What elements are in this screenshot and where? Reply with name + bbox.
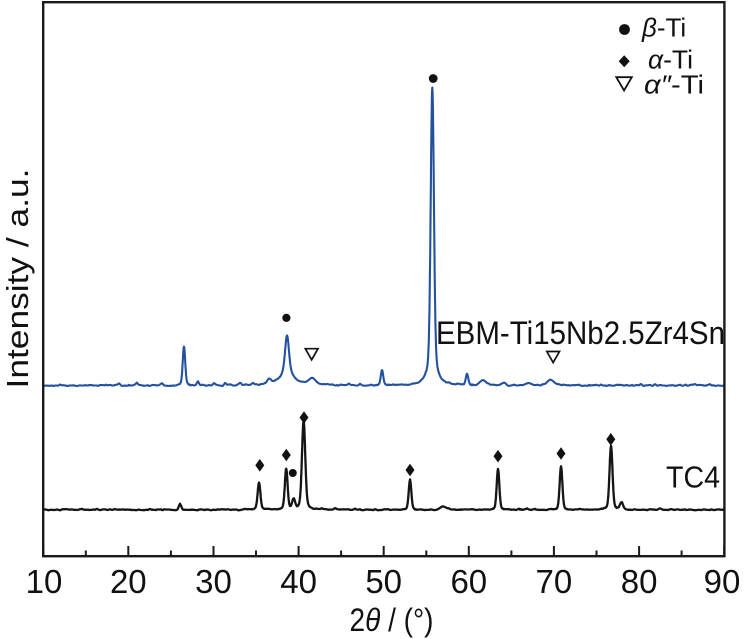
svg-text:α-Ti: α-Ti <box>648 44 693 74</box>
svg-text:2θ / (°): 2θ / (°) <box>350 602 434 638</box>
svg-text:40: 40 <box>280 563 317 600</box>
svg-text:α″-Ti: α″ -Ti <box>644 70 704 100</box>
svg-text:Intensity / a.u.: Intensity / a.u. <box>0 169 35 389</box>
svg-text:60: 60 <box>450 563 487 600</box>
svg-text:90: 90 <box>704 563 741 600</box>
svg-text:TC4: TC4 <box>666 460 720 495</box>
svg-text:EBM-Ti15Nb2.5Zr4Sn: EBM-Ti15Nb2.5Zr4Sn <box>436 315 725 351</box>
svg-text:β-Ti: β-Ti <box>641 12 686 42</box>
svg-text:50: 50 <box>365 563 402 600</box>
svg-text:70: 70 <box>536 563 573 600</box>
svg-text:10: 10 <box>26 563 63 600</box>
svg-text:20: 20 <box>110 563 147 600</box>
svg-text:30: 30 <box>195 563 232 600</box>
svg-text:80: 80 <box>621 563 658 600</box>
